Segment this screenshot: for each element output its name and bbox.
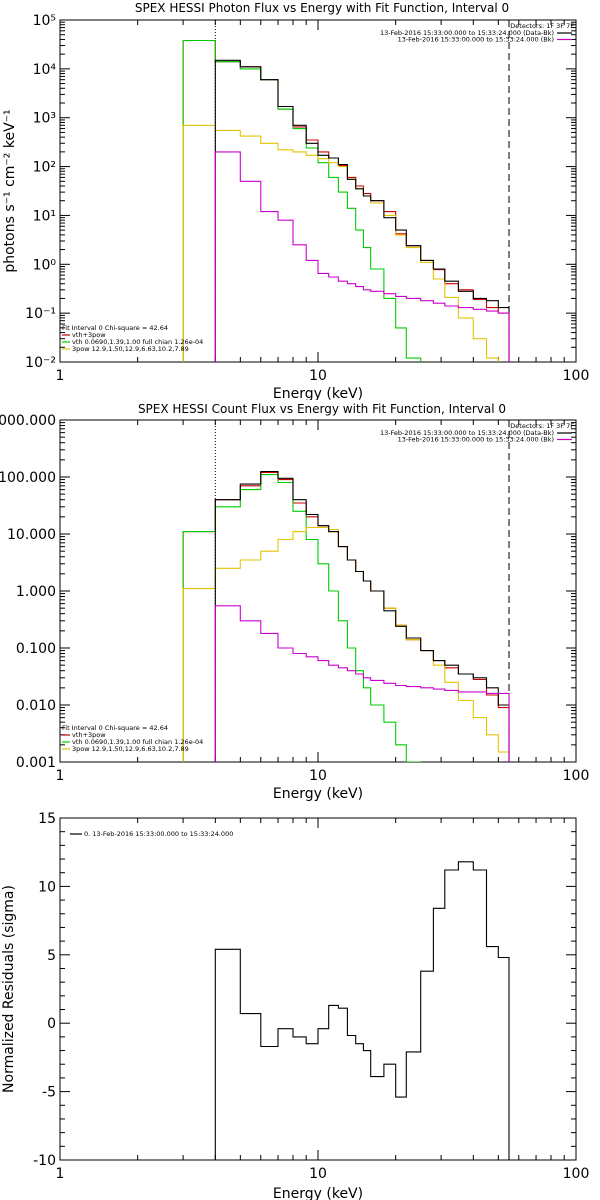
x-tick-label: 100 [563,1166,590,1182]
legend-label: 13-Feb-2016 15:33:00.000 to 15:33:24.000… [380,429,554,437]
count-flux-chart: SPEX HESSI Count Flux vs Energy with Fit… [0,402,590,802]
y-tick-label: 10⁻¹ [25,306,56,322]
legend-label: vth 0.0690,1.39,1.00 full chian 1.26e-04 [72,338,203,346]
y-tick-label: -10 [33,1153,56,1169]
legend-label: 13-Feb-2016 15:33:00.000 to 15:33:24.000… [398,436,554,444]
legend-bottom-left: Fit Interval 0 Chi-square = 42.64vth+3po… [62,724,203,753]
legend-label: 3pow 12.9,1.50,12.9,6.63,10.2,7.89 [72,345,189,353]
y-tick-label: 15 [38,811,56,827]
x-tick-label: 100 [563,768,590,784]
series-vth-3pow [182,471,510,762]
x-tick-label: 1 [56,368,65,384]
y-tick-label: 0.010 [16,698,56,714]
x-axis-label: Energy (keV) [273,1186,363,1200]
series-bk [214,605,510,762]
x-axis-label: Energy (keV) [273,786,363,802]
series-vth-3pow [182,39,510,362]
y-tick-label: 0.001 [16,755,56,771]
series-bk [214,151,510,362]
y-tick-label: 10³ [33,111,56,127]
series-data-bk [214,470,510,762]
photon-flux-chart: SPEX HESSI Photon Flux vs Energy with Fi… [2,1,590,400]
chart-title: SPEX HESSI Photon Flux vs Energy with Fi… [135,1,509,15]
y-tick-label: 10 [38,879,56,895]
residual-series [214,861,510,1160]
legend-top-left: 0. 13-Feb-2016 15:33:00.000 to 15:33:24.… [70,830,233,838]
x-tick-label: 10 [309,768,327,784]
legend-bottom-left: Fit Interval 0 Chi-square = 42.64vth+3po… [62,324,203,353]
legend-label: vth+3pow [72,731,106,739]
legend-label: 0. 13-Feb-2016 15:33:00.000 to 15:33:24.… [84,830,233,838]
series-vth [182,39,510,362]
y-tick-label: 100.000 [0,470,56,486]
series-3pow [182,526,510,762]
series-3pow [182,124,510,362]
series-data-bk [214,59,510,362]
plot-frame [59,419,577,763]
x-tick-label: 100 [563,368,590,384]
y-tick-label: 10⁵ [33,13,56,29]
y-tick-label: 10⁴ [33,62,57,78]
detectors-label: Detectors: 1F 3F 7F [510,422,574,430]
chart-title: SPEX HESSI Count Flux vs Energy with Fit… [138,402,506,416]
x-tick-label: 1 [56,768,65,784]
y-tick-label: -5 [42,1085,56,1101]
legend-label: 13-Feb-2016 15:33:00.000 to 15:33:24.000… [380,29,554,37]
x-axis-label: Energy (keV) [273,386,363,400]
x-tick-label: 10 [309,1166,327,1182]
y-axis-label: Normalized Residuals (sigma) [1,885,17,1093]
x-tick-label: 10 [309,368,327,384]
legend-label: 13-Feb-2016 15:33:00.000 to 15:33:24.000… [398,36,554,44]
y-tick-label: 0.100 [16,641,56,657]
y-tick-label: 5 [47,948,56,964]
fit-chi-square-label: Fit Interval 0 Chi-square = 42.64 [62,324,168,332]
y-tick-label: 0 [47,1016,56,1032]
series-vth [182,474,510,762]
x-tick-label: 1 [56,1166,65,1182]
y-tick-label: 10⁻² [25,355,56,371]
legend-label: vth+3pow [72,331,106,339]
y-tick-label: 10⁰ [33,257,57,273]
y-axis-label: photons s⁻¹ cm⁻² keV⁻¹ [2,109,18,272]
fit-chi-square-label: Fit Interval 0 Chi-square = 42.64 [62,724,168,732]
y-tick-label: 10¹ [33,208,56,224]
detectors-label: Detectors: 1F 3F 7F [510,22,574,30]
legend-label: vth 0.0690,1.39,1.00 full chian 1.26e-04 [72,738,203,746]
residuals-chart: 1 10 100 -10 -5 0 5 10 15 Energy (keV) Normalize… [1,811,590,1200]
plot-frame [59,817,577,1161]
y-tick-label: 1.000 [16,584,56,600]
legend-label: 3pow 12.9,1.50,12.9,6.63,10.2,7.89 [72,745,189,753]
y-tick-label: 10.000 [7,527,56,543]
y-tick-label: 10² [33,160,56,176]
